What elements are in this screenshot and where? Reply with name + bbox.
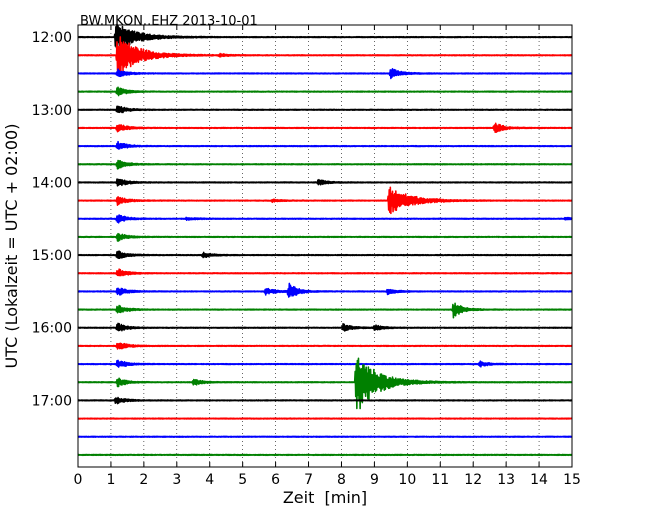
seismic-trace bbox=[77, 302, 573, 319]
x-tick-label: 10 bbox=[398, 472, 416, 488]
y-tick-label: 17:00 bbox=[32, 393, 72, 409]
x-tick-label: 5 bbox=[238, 472, 247, 488]
x-tick-label: 1 bbox=[106, 472, 115, 488]
seismic-trace bbox=[77, 232, 573, 242]
seismic-trace bbox=[77, 357, 573, 410]
y-tick-label: 12:00 bbox=[32, 30, 72, 46]
seismic-trace bbox=[77, 122, 573, 133]
seismic-trace bbox=[77, 417, 573, 420]
x-tick-label: 15 bbox=[563, 472, 581, 488]
x-tick-label: 9 bbox=[370, 472, 379, 488]
seismic-trace bbox=[77, 23, 573, 49]
y-tick-label: 13:00 bbox=[32, 103, 72, 119]
seismic-trace bbox=[77, 186, 573, 215]
trace-group bbox=[77, 23, 573, 457]
y-tick-label: 14:00 bbox=[32, 175, 72, 191]
seismic-trace bbox=[77, 396, 573, 405]
x-tick-label: 8 bbox=[337, 472, 346, 488]
seismic-trace bbox=[77, 342, 573, 350]
seismic-trace bbox=[77, 435, 573, 438]
chart-title: BW.MKON..EHZ 2013-10-01 bbox=[80, 14, 258, 29]
seismic-trace bbox=[77, 250, 573, 259]
seismic-trace bbox=[77, 282, 573, 298]
x-tick-label: 6 bbox=[271, 472, 280, 488]
seismic-trace bbox=[77, 268, 573, 277]
y-tick-label: 15:00 bbox=[32, 248, 72, 264]
x-tick-label: 14 bbox=[530, 472, 548, 488]
y-axis: 12:00 13:00 14:00 15:00 16:00 17:00 bbox=[32, 30, 572, 409]
y-axis-label: UTC (Lokalzeit = UTC + 02:00) bbox=[2, 124, 21, 369]
seismic-trace bbox=[77, 68, 573, 80]
seismic-trace bbox=[77, 105, 573, 114]
x-tick-label: 4 bbox=[205, 472, 214, 488]
grid-lines bbox=[110, 25, 540, 467]
seismic-trace bbox=[77, 214, 573, 224]
y-tick-label: 16:00 bbox=[32, 321, 72, 337]
seismic-trace bbox=[77, 453, 573, 457]
seismic-trace bbox=[77, 86, 573, 97]
x-axis: 0 1 2 3 4 5 6 7 8 9 10 11 12 13 14 15 bbox=[74, 25, 581, 488]
x-axis-label: Zeit [min] bbox=[283, 488, 367, 507]
x-tick-label: 12 bbox=[464, 472, 482, 488]
seismic-trace bbox=[77, 359, 573, 368]
x-tick-label: 3 bbox=[172, 472, 181, 488]
plot-frame bbox=[77, 24, 573, 468]
x-tick-label: 11 bbox=[431, 472, 449, 488]
x-tick-label: 13 bbox=[497, 472, 515, 488]
seismic-trace bbox=[77, 140, 573, 150]
x-tick-label: 0 bbox=[74, 472, 83, 488]
seismic-trace bbox=[77, 36, 573, 74]
seismic-trace bbox=[77, 159, 573, 170]
x-tick-label: 2 bbox=[139, 472, 148, 488]
seismic-trace bbox=[77, 322, 573, 332]
x-tick-label: 7 bbox=[304, 472, 313, 488]
seismic-trace bbox=[77, 178, 573, 187]
